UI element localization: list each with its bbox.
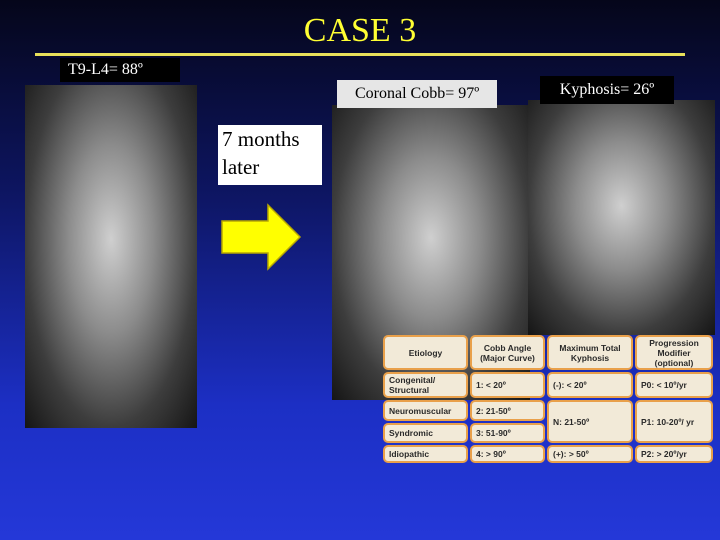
table-header: Maximum Total Kyphosis <box>547 335 633 370</box>
table-cell: P0: < 10º/yr <box>635 372 713 398</box>
table-cell: 2: 21-50º <box>470 400 545 421</box>
table-cell: Idiopathic <box>383 445 468 463</box>
table-cell: (-): < 20º <box>547 372 633 398</box>
title-rule <box>35 53 685 56</box>
table-header: Progression Modifier (optional) <box>635 335 713 370</box>
table-cell: Congenital/ Structural <box>383 372 468 398</box>
curve-label: T9-L4= 88º <box>60 58 180 82</box>
table-cell: N: 21-50º <box>547 400 633 443</box>
table-cell: 3: 51-90º <box>470 423 545 443</box>
xray-coronal-before <box>25 85 197 428</box>
table-cell: Syndromic <box>383 423 468 443</box>
table-cell: 1: < 20º <box>470 372 545 398</box>
slide-title: CASE 3 <box>303 12 417 49</box>
table-cell: P2: > 20º/yr <box>635 445 713 463</box>
arrow-shape <box>221 203 302 271</box>
kyphosis-label: Kyphosis= 26º <box>540 76 674 104</box>
table-header: Etiology <box>383 335 468 370</box>
table-cell: Neuromuscular <box>383 400 468 421</box>
cobb-label: Coronal Cobb= 97º <box>337 80 498 108</box>
xray-lateral-after <box>528 100 715 335</box>
interval-label: 7 months later <box>218 125 322 185</box>
table-cell: P1: 10-20º/ yr <box>635 400 713 443</box>
table-cell: (+): > 50º <box>547 445 633 463</box>
classification-table: Etiology Congenital/ Structural Neuromuscu… <box>383 335 715 465</box>
table-header: Cobb Angle (Major Curve) <box>470 335 545 370</box>
table-cell: 4: > 90º <box>470 445 545 463</box>
arrow <box>221 203 302 271</box>
